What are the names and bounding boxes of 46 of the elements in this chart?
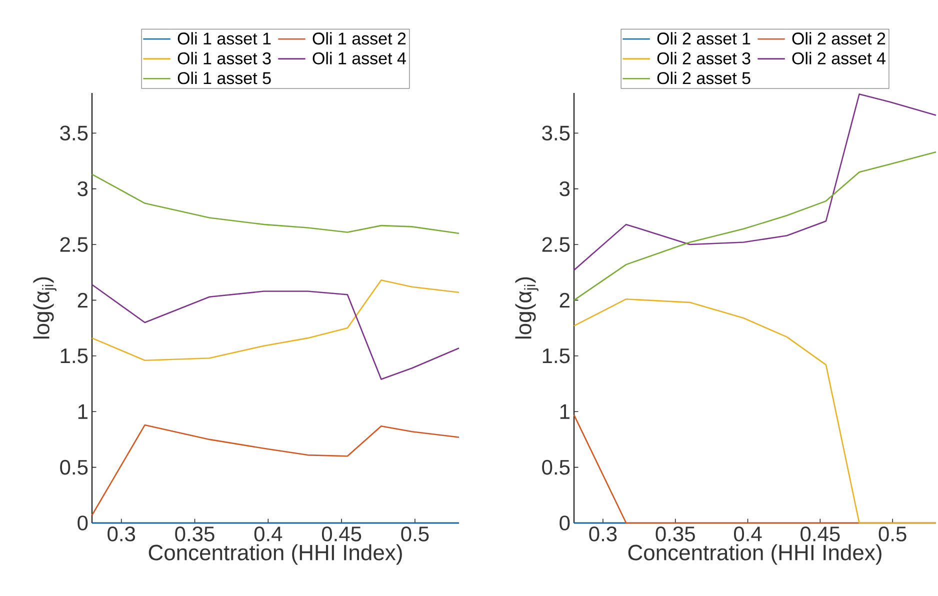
y-tick-label: 0.5: [542, 460, 570, 475]
x-tick-label: 0.5: [401, 526, 429, 542]
y-tick-label: 0: [560, 516, 570, 530]
x-axis-title: Concentration (HHI Index): [148, 544, 402, 565]
y-tick-label: 2: [78, 292, 88, 308]
x-axis-title: Concentration (HHI Index): [628, 544, 882, 565]
y-tick-label: 3.5: [542, 126, 570, 141]
y-tick-label: 3.5: [60, 126, 88, 141]
y-tick-label: 3: [78, 181, 88, 196]
line-series: [91, 424, 460, 516]
legend-label: Oli 1 asset 1: [178, 32, 271, 45]
legend-label: Oli 2 asset 1: [657, 32, 750, 45]
y-axis-title: log(α$_{ji}$): [515, 277, 538, 339]
x-tick-label: 0.4: [734, 526, 762, 542]
x-tick-label: 0.4: [254, 526, 282, 542]
y-tick-label: 2.5: [60, 237, 88, 252]
y-tick-label: 1: [560, 404, 570, 419]
legend-label: Oli 1 asset 3: [178, 52, 271, 64]
y-tick-label: 1.5: [60, 348, 88, 364]
y-tick-label: 1.5: [542, 348, 570, 364]
legend-label: Oli 1 asset 4: [312, 52, 406, 64]
legend-label: Oli 1 asset 2: [312, 32, 406, 45]
y-tick-label: 1: [78, 404, 88, 419]
legend-label: Oli 2 asset 5: [657, 72, 750, 84]
line-series: [573, 93, 937, 271]
y-tick-label: 0: [78, 516, 88, 530]
y-tick-label: 2: [560, 292, 570, 308]
legend-label: Oli 1 asset 5: [178, 72, 271, 84]
x-tick-label: 0.35: [175, 526, 214, 542]
line-series: [91, 284, 460, 380]
y-tick-label: 3: [560, 181, 570, 196]
y-axis-title: log(α$_{ji}$): [33, 277, 56, 339]
y-tick-label: 0.5: [60, 460, 88, 475]
line-series: [91, 280, 460, 362]
line-series: [91, 174, 460, 234]
x-tick-label: 0.5: [878, 526, 906, 542]
x-tick-label: 0.35: [656, 526, 695, 542]
legend-label: Oli 2 asset 3: [657, 52, 750, 64]
x-tick-label: 0.3: [108, 526, 136, 542]
x-tick-label: 0.3: [589, 526, 617, 542]
x-tick-label: 0.45: [800, 526, 840, 542]
legend-label: Oli 2 asset 2: [792, 32, 886, 45]
x-tick-label: 0.45: [322, 526, 362, 542]
legend-label: Oli 2 asset 4: [792, 52, 886, 64]
line-series: [573, 151, 937, 301]
y-tick-label: 2.5: [542, 237, 570, 252]
